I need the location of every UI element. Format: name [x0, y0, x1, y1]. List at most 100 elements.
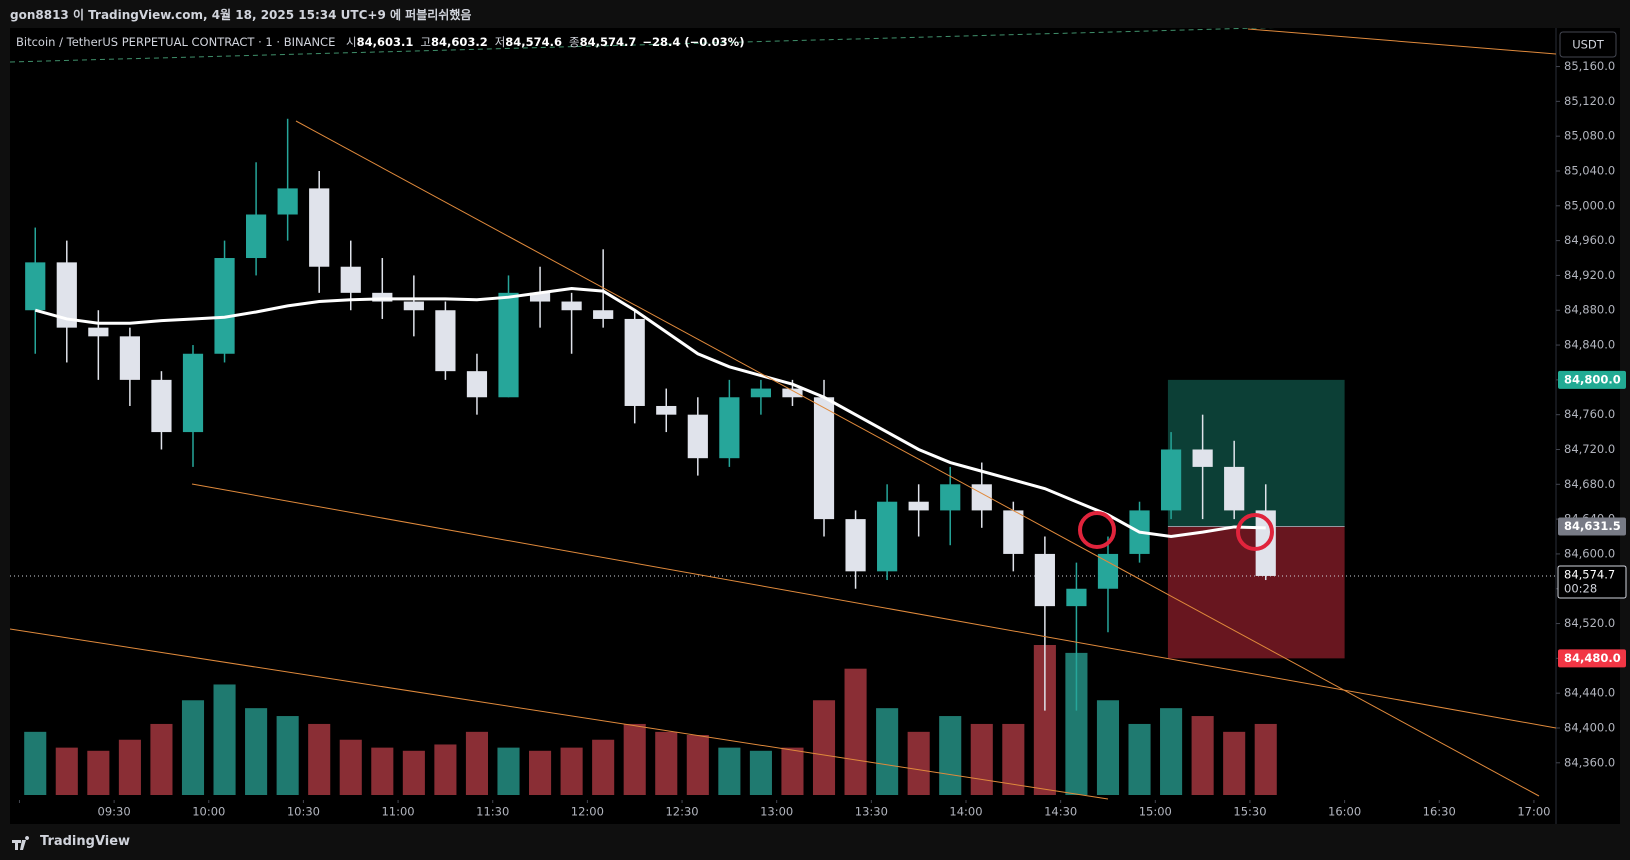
candle-body	[940, 484, 961, 511]
candle-body	[687, 414, 708, 459]
y-tick-label: 84,440.0	[1564, 686, 1615, 700]
trend-line	[10, 628, 1109, 800]
volume-bar	[1096, 700, 1120, 795]
x-tick-label: 13:00	[760, 805, 793, 819]
y-tick-label: 84,600.0	[1564, 546, 1615, 560]
x-tick-label: 14:00	[949, 805, 982, 819]
volume-bar	[1254, 723, 1277, 795]
volume-bar	[939, 716, 962, 795]
highlight-circle	[1078, 511, 1116, 549]
legend: Bitcoin / TetherUS PERPETUAL CONTRACT · …	[16, 34, 744, 50]
ohlc-prefix: 종	[569, 35, 580, 49]
candle-body	[25, 262, 46, 311]
x-tick-label: 10:30	[287, 805, 320, 819]
x-tick-label: 12:30	[665, 805, 698, 819]
candle-body	[151, 379, 172, 433]
stop-label: 84,480.0	[1564, 651, 1621, 665]
trend-line	[295, 120, 1540, 797]
publish-info: gon8813 이 TradingView.com, 4월 18, 2025 1…	[10, 8, 472, 22]
logo	[12, 836, 30, 850]
x-tick-label: 15:30	[1233, 805, 1266, 819]
x-tick-label: 16:00	[1328, 805, 1361, 819]
candle-body	[656, 405, 677, 415]
volume-bar	[781, 747, 804, 795]
last-price-box	[1557, 565, 1627, 599]
y-tick-label: 85,000.0	[1564, 198, 1615, 212]
y-tick-label: 84,680.0	[1564, 477, 1615, 491]
volume-bar	[213, 684, 236, 795]
last-price-label: 84,574.7	[1564, 567, 1615, 581]
ohlc-value: 84,603.1	[356, 35, 414, 49]
volume-bar	[402, 750, 425, 795]
volume-bar	[876, 708, 899, 795]
volume-bar	[497, 747, 520, 795]
currency-button[interactable]	[1559, 31, 1617, 58]
volume-bar	[686, 735, 709, 795]
volume-bar	[1191, 716, 1214, 795]
volume-bar	[371, 747, 394, 795]
axes: 84,360.0 84,400.0 84,440.0 84,480.0 84,520.0…	[18, 59, 1627, 819]
ohlc-prefix: 시	[346, 35, 357, 49]
candle-body	[119, 336, 140, 380]
volume-bar	[1160, 708, 1183, 795]
candle-body	[624, 318, 645, 406]
candle-body	[214, 258, 235, 354]
stop-label-box	[1558, 649, 1626, 668]
volume-bar	[245, 708, 268, 795]
y-tick-label: 85,080.0	[1564, 129, 1615, 143]
x-tick-label: 12:00	[571, 805, 604, 819]
volume-bar	[339, 739, 362, 795]
candle-body	[309, 188, 330, 267]
volume-bar	[1033, 645, 1056, 795]
trend-line	[191, 483, 1556, 729]
moving-average	[34, 286, 1266, 539]
candle-body	[845, 519, 866, 572]
candle-body	[1034, 553, 1055, 607]
y-tick-label: 84,960.0	[1564, 233, 1615, 247]
y-tick-label: 84,520.0	[1564, 616, 1615, 630]
volume-bar	[150, 723, 173, 795]
symbol: Bitcoin / TetherUS PERPETUAL CONTRACT · …	[16, 35, 336, 49]
x-tick-label: 16:30	[1423, 805, 1456, 819]
volume-bar	[1223, 731, 1246, 795]
candle-body	[340, 266, 361, 293]
x-tick-label: 13:30	[855, 805, 888, 819]
volume-bar	[1128, 723, 1151, 795]
candle-body	[1224, 466, 1245, 511]
volume-bar	[1002, 723, 1025, 795]
candle-body	[246, 214, 267, 259]
target-label-box	[1558, 370, 1626, 389]
y-tick-label: 85,120.0	[1564, 94, 1615, 108]
x-tick-label: 11:30	[476, 805, 509, 819]
target-label: 84,800.0	[1564, 372, 1621, 386]
x-tick-label: 14:30	[1044, 805, 1077, 819]
x-tick-label: 17:00	[1517, 805, 1550, 819]
candle-body	[277, 188, 298, 215]
volume-bar	[592, 739, 615, 795]
volume-bar	[718, 747, 741, 795]
candle-body	[877, 501, 898, 572]
candle-body	[1192, 449, 1213, 467]
volume-bar	[276, 716, 299, 795]
volume-bar	[181, 700, 205, 795]
x-tick-label: 10:00	[192, 805, 225, 819]
candle-body	[403, 301, 424, 311]
y-tick-label: 84,400.0	[1564, 720, 1615, 734]
candle-body	[813, 397, 835, 520]
ohlc-prefix: 고	[420, 35, 431, 49]
volume-bar	[907, 731, 930, 795]
candle-body	[719, 397, 740, 459]
countdown: 00:28	[1564, 581, 1597, 595]
candle-body	[529, 292, 551, 302]
y-tick-label: 84,920.0	[1564, 268, 1615, 282]
volume-bar	[623, 723, 646, 795]
candle-body	[435, 310, 456, 372]
candle-body	[56, 262, 77, 328]
plot-area	[10, 118, 1556, 795]
volume-bar	[465, 731, 488, 795]
candle-body	[593, 310, 614, 319]
entry-label: 84,631.5	[1564, 519, 1621, 533]
x-tick-label: 15:00	[1139, 805, 1172, 819]
